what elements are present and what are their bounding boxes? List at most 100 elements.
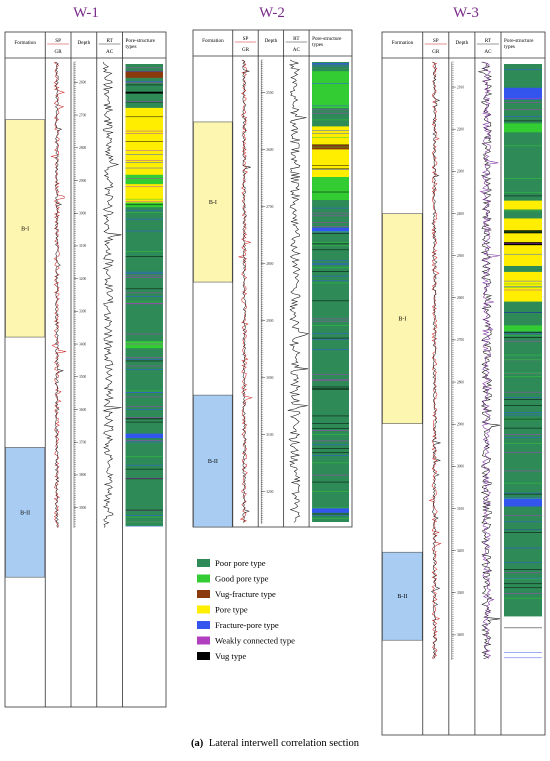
formation-interval: [193, 394, 233, 528]
pore-stripe: [312, 434, 349, 435]
pore-interval-pore: [125, 184, 163, 203]
pore-stripe: [125, 212, 163, 213]
pore-stripe: [312, 318, 349, 320]
pore-interval-fracture_pore: [312, 227, 349, 233]
pore-stripe: [125, 418, 163, 420]
sp-header: SP: [55, 38, 61, 44]
depth-tick-label: 2900: [457, 423, 464, 427]
legend-label-vug_fracture: Vug-fracture type: [215, 589, 276, 599]
legend-swatch-weakly_connected: [197, 636, 210, 645]
depth-tick-label: 3900: [79, 506, 86, 510]
depth-tick-label: 3200: [266, 490, 273, 494]
depth-header: Depth: [78, 40, 91, 46]
pore-stripe: [312, 132, 349, 134]
pore-stripe: [125, 116, 163, 118]
depth-tick-label: 3400: [457, 633, 464, 637]
legend-swatch-vug_fracture: [197, 590, 210, 598]
pore-stripe: [312, 168, 349, 170]
pore-stripe: [125, 303, 163, 304]
formation-header: Formation: [392, 40, 414, 46]
pore-interval-fracture_pore: [503, 497, 542, 507]
depth-tick-label: 3700: [79, 441, 86, 445]
gr-curve: [430, 61, 441, 659]
pore-stripe: [503, 492, 542, 494]
pore-stripe: [125, 198, 163, 200]
pore-stripe: [125, 200, 163, 202]
pore-interval-pore: [503, 200, 542, 210]
gr-curve: [242, 59, 251, 523]
pore-stripe: [125, 406, 163, 407]
pore-header-types: types: [504, 44, 515, 50]
pore-stripe: [312, 462, 349, 464]
formation-interval: [193, 121, 233, 283]
caption-text: Lateral interwell correlation section: [209, 738, 360, 749]
pore-stripe: [125, 67, 163, 69]
pore-stripe: [125, 81, 163, 82]
pore-stripe: [312, 386, 349, 388]
depth-tick-label: 3000: [457, 465, 464, 469]
pore-stripe: [503, 102, 542, 103]
depth-header: Depth: [265, 38, 278, 44]
pore-stripe: [503, 283, 542, 285]
pore-interval-good: [125, 341, 163, 349]
well-w-3: W-3 Formation SP GR Depth RT AC Pore-structuret…: [381, 5, 546, 736]
ac-curve: [287, 59, 309, 523]
legend-label-good: Good pore type: [215, 574, 269, 584]
pore-stripe: [312, 130, 349, 131]
pore-stripe: [312, 259, 349, 261]
pore-stripe: [312, 226, 349, 227]
pore-stripe: [312, 242, 349, 243]
depth-tick-label: 3100: [457, 507, 464, 511]
legend-swatch-pore: [197, 605, 210, 614]
depth-tick-label: 3800: [79, 473, 86, 477]
pore-stripe: [125, 133, 163, 134]
pore-stripe: [503, 452, 542, 453]
pore-stripe: [503, 577, 542, 579]
pore-stripe: [503, 397, 542, 398]
pore-stripe: [312, 212, 349, 214]
pore-stripe: [503, 532, 542, 533]
pore-stripe: [312, 146, 349, 148]
pore-interval-vug_fracture: [125, 70, 163, 78]
well-w-1: W-1 Formation SP GR Depth RT AC Pore-structuret…: [4, 5, 167, 708]
rt-curve: [479, 61, 501, 659]
legend-swatch-fracture_pore: [197, 621, 210, 629]
formation-interval: [5, 447, 46, 578]
pore-stripe: [125, 440, 163, 441]
pore-interval-good: [503, 123, 542, 133]
pore-stripe: [312, 282, 349, 284]
legend-label-weakly_connected: Weakly connected type: [215, 636, 295, 646]
pore-stripe: [503, 191, 542, 193]
pore-stripe: [312, 105, 349, 107]
depth-tick-label: 3000: [79, 212, 86, 216]
pore-stripe: [125, 369, 163, 370]
well-title: W-3: [453, 5, 479, 21]
pore-stripe: [312, 191, 349, 193]
legend-label-pore: Pore type: [215, 605, 248, 615]
pore-stripe: [125, 178, 163, 179]
pore-stripe: [312, 481, 349, 483]
pore-stripe: [503, 434, 542, 435]
ac-header: AC: [106, 49, 114, 55]
pore-stripe: [312, 169, 349, 170]
pore-stripe: [125, 101, 163, 103]
depth-tick-label: 3500: [79, 375, 86, 379]
pore-stripe: [125, 509, 163, 511]
depth-tick-label: 3200: [79, 277, 86, 281]
pore-stripe: [503, 652, 542, 653]
formation-header: Formation: [202, 38, 224, 44]
pore-stripe: [125, 478, 163, 480]
pore-interval-vug: [125, 91, 163, 94]
pore-stripe: [312, 271, 349, 272]
pore-interval-good: [312, 71, 349, 108]
pore-stripe: [503, 515, 542, 516]
pore-stripe: [503, 419, 542, 421]
pore-stripe: [312, 389, 349, 390]
pore-interval-good: [503, 325, 542, 332]
pore-stripe: [125, 359, 163, 360]
pore-stripe: [125, 456, 163, 457]
pore-header-types: types: [126, 44, 137, 50]
pore-stripe: [503, 337, 542, 338]
pore-stripe: [312, 112, 349, 114]
